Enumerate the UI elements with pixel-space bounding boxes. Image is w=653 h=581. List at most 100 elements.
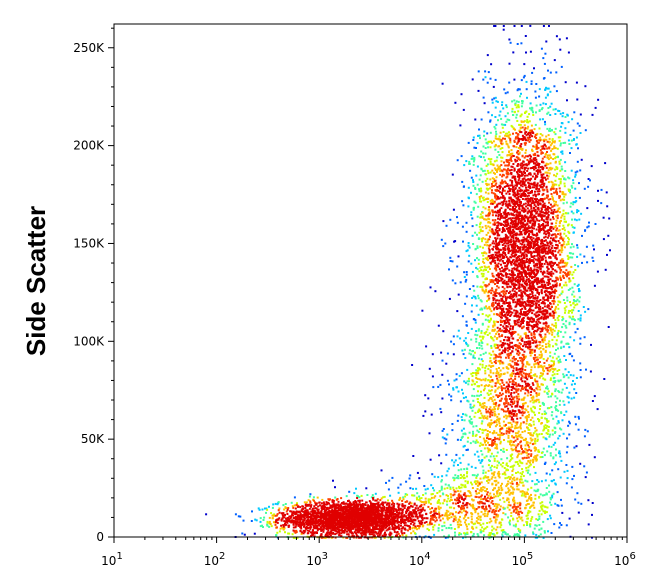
- data-point: [348, 490, 351, 493]
- data-point: [549, 168, 552, 171]
- data-point: [480, 344, 483, 347]
- data-point: [479, 216, 482, 219]
- data-point: [553, 147, 556, 150]
- data-point: [549, 156, 552, 159]
- data-point: [551, 197, 554, 200]
- data-point: [285, 523, 288, 526]
- data-point: [476, 481, 479, 484]
- data-point: [553, 59, 556, 62]
- data-point: [463, 532, 466, 535]
- data-point: [584, 229, 587, 232]
- data-point: [524, 382, 527, 385]
- data-point: [497, 189, 500, 192]
- data-point: [306, 503, 309, 506]
- data-point: [556, 422, 559, 425]
- data-point: [534, 483, 536, 486]
- data-point: [462, 454, 465, 457]
- data-point: [471, 234, 474, 237]
- data-point: [486, 197, 489, 200]
- data-point: [427, 501, 430, 504]
- data-point: [453, 528, 456, 530]
- data-point: [453, 493, 456, 496]
- data-point: [566, 477, 569, 480]
- data-point: [450, 516, 453, 519]
- data-point: [446, 500, 448, 503]
- data-point: [526, 426, 528, 429]
- data-point: [448, 500, 451, 503]
- data-point: [562, 142, 565, 144]
- data-point: [478, 378, 481, 381]
- data-point: [478, 134, 481, 137]
- data-point: [492, 402, 495, 405]
- data-point: [542, 358, 545, 360]
- data-point: [514, 381, 517, 384]
- data-point: [504, 92, 507, 95]
- data-point: [526, 159, 529, 161]
- data-point: [550, 359, 553, 362]
- data-point: [477, 89, 480, 92]
- data-point: [486, 435, 489, 438]
- data-point: [490, 520, 493, 523]
- data-point: [553, 463, 556, 466]
- data-point: [549, 198, 552, 201]
- data-point: [523, 350, 526, 353]
- data-point: [543, 365, 546, 368]
- data-point: [523, 124, 526, 127]
- data-point: [495, 466, 498, 469]
- data-point: [548, 340, 551, 343]
- data-point: [536, 171, 539, 173]
- data-point: [480, 384, 483, 387]
- data-point: [277, 501, 280, 504]
- data-point: [538, 340, 541, 343]
- data-point: [533, 350, 536, 353]
- data-point: [502, 512, 505, 515]
- data-point: [504, 282, 507, 285]
- data-point: [584, 476, 587, 479]
- data-point: [549, 188, 552, 191]
- data-point: [509, 325, 512, 328]
- data-point: [543, 147, 546, 150]
- data-point: [486, 513, 489, 515]
- data-point: [546, 156, 549, 159]
- data-point: [556, 167, 559, 170]
- data-point: [506, 342, 509, 345]
- data-point: [549, 433, 552, 436]
- data-point: [566, 261, 569, 264]
- data-point: [564, 311, 566, 314]
- data-point: [484, 471, 487, 474]
- data-point: [541, 188, 544, 191]
- data-point: [470, 494, 473, 497]
- data-point: [521, 365, 524, 368]
- data-point: [550, 270, 553, 273]
- data-point: [512, 510, 515, 513]
- data-point: [505, 395, 507, 398]
- data-point: [551, 142, 553, 145]
- data-point: [541, 501, 544, 504]
- data-point: [555, 156, 558, 159]
- data-point: [537, 398, 540, 401]
- data-point: [563, 355, 566, 357]
- data-point: [474, 201, 477, 204]
- data-point: [527, 456, 530, 459]
- data-point: [309, 501, 312, 504]
- data-point: [424, 488, 427, 491]
- data-point: [550, 230, 553, 232]
- data-point: [534, 427, 537, 430]
- data-point: [563, 403, 566, 406]
- data-point: [510, 514, 513, 517]
- data-point: [471, 297, 474, 299]
- data-point: [498, 355, 501, 358]
- data-point: [487, 172, 490, 175]
- data-point: [497, 221, 499, 224]
- data-point: [487, 183, 490, 186]
- data-point: [522, 160, 525, 163]
- data-point: [568, 232, 571, 235]
- data-point: [422, 501, 425, 504]
- data-point: [569, 336, 572, 339]
- data-point: [593, 395, 596, 398]
- data-point: [566, 296, 569, 299]
- data-point: [522, 398, 525, 401]
- data-point: [433, 513, 436, 516]
- data-point: [468, 349, 471, 352]
- data-point: [522, 439, 525, 441]
